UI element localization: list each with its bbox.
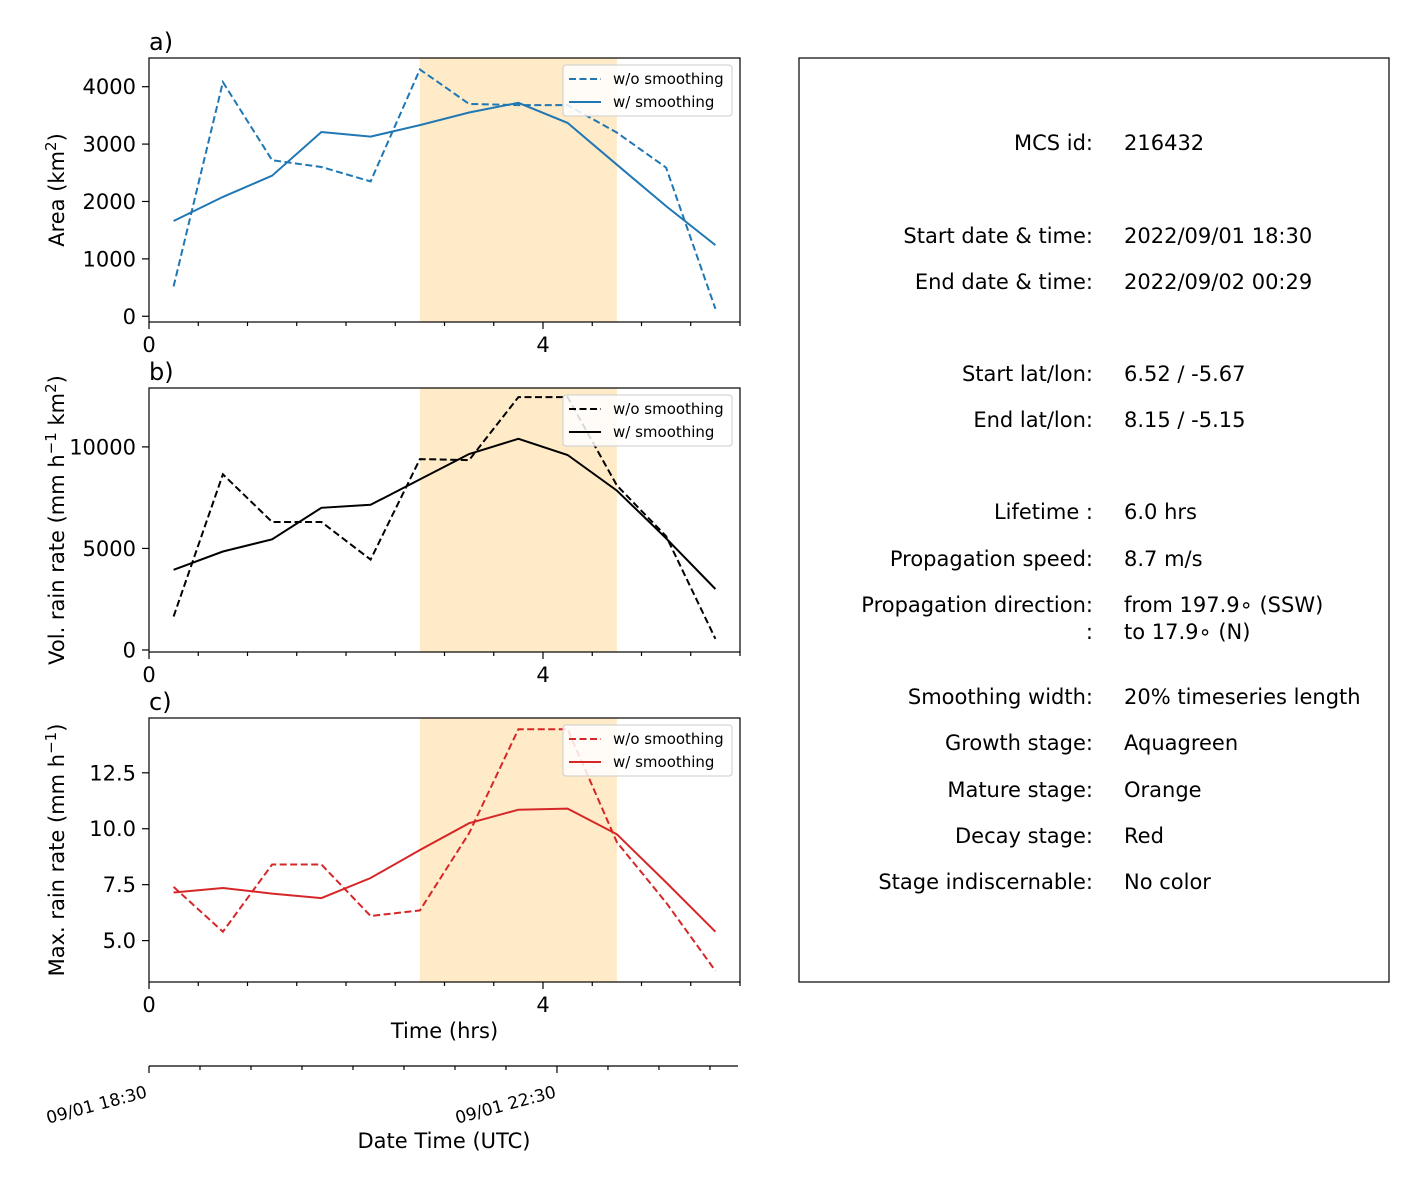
- panel-tag: a): [149, 28, 173, 56]
- info-panel: MCS id: 216432 Start date & time: 2022/09/0…: [861, 131, 1360, 894]
- info-key: Growth stage:: [945, 731, 1093, 755]
- panel-tag: c): [149, 688, 172, 716]
- series-line-without-smoothing: [172, 67, 717, 310]
- legend-label: w/ smoothing: [613, 753, 714, 771]
- info-key: Smoothing width:: [908, 685, 1093, 709]
- x-tick-label: 4: [536, 993, 549, 1017]
- x-tick-label: 0: [142, 993, 155, 1017]
- info-value: No color: [1124, 870, 1211, 894]
- series-line-without-smoothing: [172, 396, 717, 640]
- info-value: Aquagreen: [1124, 731, 1238, 755]
- legend-box: [562, 64, 733, 117]
- info-key: Propagation direction:: [861, 593, 1093, 617]
- info-value: 2022/09/01 18:30: [1124, 224, 1312, 248]
- info-value: Red: [1124, 824, 1164, 848]
- info-key: Propagation speed:: [890, 547, 1093, 571]
- y-tick-label: 5000: [83, 537, 136, 561]
- x-tick-label: 4: [536, 663, 549, 687]
- x-tick-label: 4: [536, 333, 549, 357]
- legend-label: w/ smoothing: [613, 423, 714, 441]
- info-value: from 197.9∘ (SSW): [1124, 593, 1323, 617]
- y-tick-label: 10.0: [89, 817, 136, 841]
- info-value: 8.7 m/s: [1124, 547, 1203, 571]
- info-value: 2022/09/02 00:29: [1124, 270, 1312, 294]
- info-value: Orange: [1124, 778, 1202, 802]
- y-tick-label: 4000: [83, 75, 136, 99]
- y-tick-label: 1000: [83, 247, 136, 271]
- y-tick-label: 3000: [83, 133, 136, 157]
- legend: w/o smoothing w/ smoothing: [562, 64, 733, 117]
- legend-label: w/o smoothing: [613, 730, 724, 748]
- y-axis-title: Vol. rain rate (mm h−1 km2): [42, 375, 69, 665]
- legend: w/o smoothing w/ smoothing: [562, 724, 733, 777]
- y-tick-label: 2000: [83, 190, 136, 214]
- chart-panel-1: 0 4 0 5000 10000 b) Vol. rain rate (mm h−1 km2…: [42, 358, 741, 687]
- x-axis-title: Time (hrs): [390, 1019, 498, 1043]
- date-tick-label-0: 09/01 18:30: [44, 1083, 149, 1129]
- chart-panel-2: 0 4 5.0 7.5 10.0 12.5 c) Max. rain rate (mm h−1…: [42, 688, 741, 1043]
- legend-box: [562, 724, 733, 777]
- legend-label: w/o smoothing: [613, 400, 724, 418]
- series-line-with-smoothing: [173, 101, 717, 246]
- info-value: 6.52 / -5.67: [1124, 362, 1246, 386]
- x-tick-label: 0: [142, 333, 155, 357]
- info-value: 20% timeseries length: [1124, 685, 1361, 709]
- panel-tag: b): [149, 358, 174, 386]
- info-key: End date & time:: [915, 270, 1093, 294]
- y-tick-label: 10000: [69, 435, 136, 459]
- y-tick-label: 5.0: [103, 929, 136, 953]
- info-panel-frame: [798, 57, 1390, 983]
- legend-box: [562, 394, 733, 447]
- legend-label: w/o smoothing: [613, 70, 724, 88]
- info-value: 216432: [1124, 131, 1204, 155]
- info-key: Decay stage:: [955, 824, 1093, 848]
- legend-label: w/ smoothing: [613, 93, 714, 111]
- y-tick-label: 12.5: [89, 761, 136, 785]
- info-key: Stage indiscernable:: [878, 870, 1093, 894]
- info-key: Mature stage:: [947, 778, 1093, 802]
- info-value: to 17.9∘ (N): [1124, 620, 1250, 644]
- info-key: Start lat/lon:: [962, 362, 1093, 386]
- info-key: Start date & time:: [903, 224, 1093, 248]
- y-tick-label: 7.5: [103, 873, 136, 897]
- info-value: 6.0 hrs: [1124, 500, 1197, 524]
- date-axis-title: Date Time (UTC): [358, 1129, 531, 1153]
- date-time-axis: 09/01 18:30 09/01 22:30 Date Time (UTC): [44, 1065, 738, 1153]
- info-key: :: [1086, 620, 1093, 644]
- info-key: End lat/lon:: [973, 408, 1093, 432]
- series-line-with-smoothing: [173, 437, 717, 590]
- chart-panel-0: 0 4 0 1000 2000 3000 4000 a) Area (km2) w/o smoot…: [42, 28, 741, 357]
- series-line-with-smoothing: [173, 807, 717, 933]
- y-tick-label: 0: [123, 305, 136, 329]
- x-tick-label: 0: [142, 663, 155, 687]
- date-tick-label-1: 09/01 22:30: [453, 1083, 558, 1129]
- info-value: 8.15 / -5.15: [1124, 408, 1246, 432]
- info-key: MCS id:: [1014, 131, 1093, 155]
- info-key: Lifetime :: [994, 500, 1093, 524]
- y-tick-label: 0: [123, 638, 136, 662]
- legend: w/o smoothing w/ smoothing: [562, 394, 733, 447]
- y-axis-title: Max. rain rate (mm h−1): [42, 724, 69, 977]
- y-axis-title: Area (km2): [42, 133, 69, 247]
